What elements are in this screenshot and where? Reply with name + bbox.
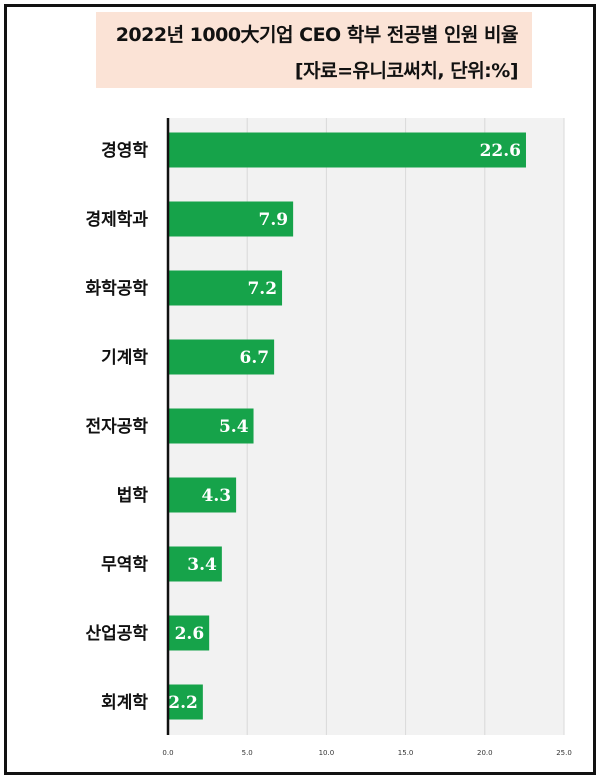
category-label: 경제학과	[85, 210, 148, 230]
category-label: 산업공학	[85, 624, 148, 644]
bar	[168, 684, 203, 720]
x-tick-label: 20.0	[477, 749, 493, 757]
title-box: 2022년 1000大기업 CEO 학부 전공별 인원 비율 [자료=유니코써치…	[96, 12, 532, 88]
category-label: 무역학	[101, 555, 148, 575]
bar	[168, 339, 275, 375]
x-tick-label: 5.0	[242, 749, 253, 757]
value-label: 2.2	[168, 693, 198, 713]
x-tick-label: 25.0	[556, 749, 572, 757]
value-label: 22.6	[480, 141, 521, 161]
value-label: 7.2	[247, 279, 277, 299]
bar	[168, 201, 294, 237]
value-label: 4.3	[202, 486, 232, 506]
value-label: 7.9	[259, 210, 289, 230]
x-tick-label: 15.0	[398, 749, 414, 757]
category-label: 전자공학	[85, 417, 148, 437]
x-tick-label: 10.0	[319, 749, 335, 757]
category-label: 화학공학	[85, 279, 148, 299]
category-label: 법학	[117, 486, 149, 506]
category-label: 회계학	[101, 693, 148, 713]
chart-subtitle: [자료=유니코써치, 단위:%]	[294, 60, 519, 82]
category-label: 기계학	[101, 348, 148, 368]
bar	[168, 408, 254, 444]
x-tick-label: 0.0	[162, 749, 173, 757]
chart-title: 2022년 1000大기업 CEO 학부 전공별 인원 비율	[115, 24, 519, 46]
bar	[168, 270, 283, 306]
bar	[168, 546, 222, 582]
bar	[168, 615, 210, 651]
value-label: 5.4	[219, 417, 249, 437]
value-label: 6.7	[240, 348, 270, 368]
value-label: 2.6	[175, 624, 205, 644]
bar	[168, 132, 526, 168]
category-label: 경영학	[101, 141, 148, 161]
value-label: 3.4	[187, 555, 217, 575]
bar	[168, 477, 237, 513]
